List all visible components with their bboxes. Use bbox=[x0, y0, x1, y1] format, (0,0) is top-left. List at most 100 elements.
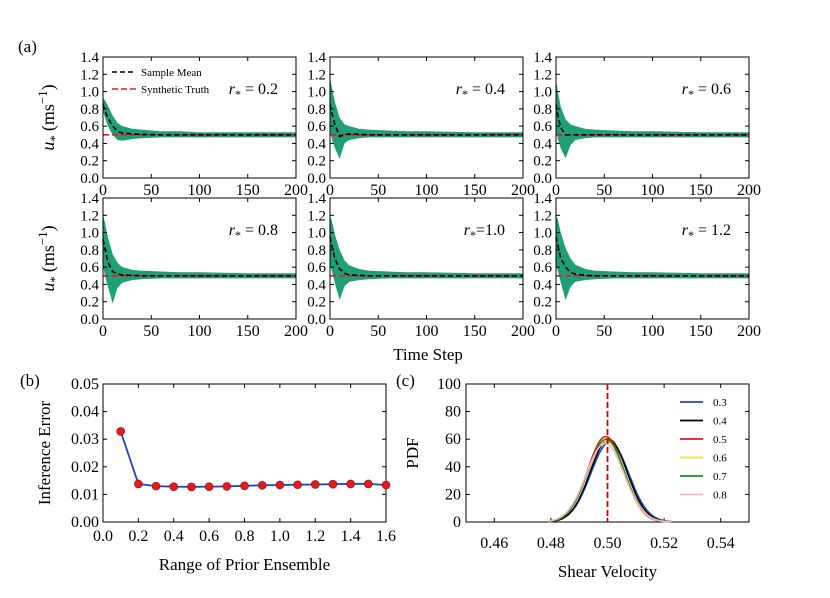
panel-label-b: (b) bbox=[20, 371, 40, 390]
y-tick-label: 0.6 bbox=[80, 119, 99, 135]
x-tick-label: 1.4 bbox=[341, 528, 361, 545]
x-tick-label: 1.2 bbox=[305, 528, 325, 545]
x-tick-label: 0 bbox=[99, 182, 107, 199]
error-point bbox=[310, 480, 320, 489]
subplot-6: 0 50 100 150 200 0.00.2 0.40.60.81.0 1.21.4 r* =… bbox=[533, 191, 761, 340]
x-tick-label: 200 bbox=[284, 182, 308, 199]
legend-label: 0.5 bbox=[713, 434, 727, 446]
x-tick-label: 100 bbox=[641, 182, 665, 199]
y-axis-label: u*(ms−1) bbox=[35, 84, 62, 150]
y-tick-label: 0.6 bbox=[80, 260, 99, 276]
panel-b-chart: 0.0 0.2 0.4 0.6 0.8 1.0 1.2 1.4 1.6 0.00 0.01 0.02 0… bbox=[35, 376, 396, 574]
x-tick-label: 1.6 bbox=[376, 528, 396, 545]
error-point bbox=[381, 480, 391, 490]
x-tick-label: 0.0 bbox=[93, 528, 113, 545]
subplot-frame bbox=[329, 197, 524, 320]
y-tick-label: 0.0 bbox=[80, 171, 99, 187]
x-tick-label: 150 bbox=[463, 182, 487, 199]
legend-label: 0.6 bbox=[713, 453, 727, 465]
x-tick-label: 0.48 bbox=[537, 535, 565, 552]
y-tick-label: 0.6 bbox=[533, 119, 552, 135]
y-tick-label: 0.0 bbox=[533, 312, 552, 328]
x-tick-label: 150 bbox=[463, 323, 487, 340]
legend-label-mean: Sample Mean bbox=[141, 67, 202, 79]
x-tick-label: 200 bbox=[511, 182, 535, 199]
y-tick-label: 80 bbox=[445, 404, 461, 421]
y-tick-label: 0.4 bbox=[80, 136, 99, 152]
legend-label: 0.7 bbox=[713, 471, 727, 483]
x-tick-label: 150 bbox=[236, 323, 260, 340]
y-tick-label: 1.2 bbox=[307, 67, 326, 83]
error-point bbox=[169, 482, 179, 491]
x-tick-label: 50 bbox=[596, 182, 612, 199]
error-point bbox=[364, 479, 373, 489]
x-tick-label: 50 bbox=[596, 323, 612, 340]
y-tick-label: 0.4 bbox=[533, 136, 552, 152]
y-tick-label: 1.2 bbox=[533, 208, 552, 224]
sample-mean-line bbox=[555, 236, 749, 277]
panel-label-a: (a) bbox=[18, 37, 37, 56]
legend-label-truth: Synthetic Truth bbox=[141, 84, 210, 96]
error-point bbox=[151, 481, 161, 491]
r-star-label: r* = 0.6 bbox=[682, 81, 731, 101]
panel-label-c: (c) bbox=[396, 371, 415, 390]
r-star-label: r* = 0.8 bbox=[229, 222, 278, 242]
y-tick-label: 0.8 bbox=[307, 243, 326, 259]
chart-frame bbox=[102, 383, 387, 523]
y-tick-label: 0.0 bbox=[307, 171, 326, 187]
subplot-frame bbox=[555, 197, 750, 320]
error-line bbox=[119, 431, 387, 488]
error-point bbox=[187, 482, 196, 492]
y-tick-label: 0.4 bbox=[307, 136, 326, 152]
x-tick-label: 100 bbox=[188, 182, 212, 199]
pdf-curve-0.4 bbox=[548, 438, 672, 523]
x-tick-label: 0.6 bbox=[199, 528, 219, 545]
subplot-5: 0 50 100 150 200 0.00.2 0.40.60.81.0 1.21.4 r*=1… bbox=[307, 191, 535, 340]
x-axis-title: Time Step bbox=[393, 345, 463, 364]
y-tick-label: 1.0 bbox=[533, 226, 552, 242]
subplot-2: 0 50 100 150 200 0.00.2 0.40.60.81.0 1.21.4 r* =… bbox=[307, 50, 535, 199]
y-tick-label: 1.4 bbox=[80, 191, 99, 207]
y-tick-label: 0.05 bbox=[71, 376, 99, 393]
x-tick-label: 0.50 bbox=[594, 535, 622, 552]
x-tick-label: 0 bbox=[326, 323, 334, 340]
sample-mean-line bbox=[555, 104, 749, 136]
error-point bbox=[116, 427, 125, 436]
legend-label: 0.3 bbox=[713, 397, 727, 409]
x-tick-label: 0.8 bbox=[235, 528, 255, 545]
x-tick-label: 0.4 bbox=[164, 528, 184, 545]
x-tick-label: 0.54 bbox=[707, 535, 735, 552]
x-tick-label: 150 bbox=[689, 182, 713, 199]
pdf-curve-0.7 bbox=[548, 438, 672, 523]
x-tick-label: 0 bbox=[99, 323, 107, 340]
sample-mean-line bbox=[102, 239, 296, 277]
y-tick-label: 0.2 bbox=[307, 295, 326, 311]
error-point bbox=[257, 480, 267, 490]
y-tick-label: 1.4 bbox=[307, 50, 326, 66]
y-tick-label: 1.0 bbox=[80, 226, 99, 242]
y-tick-label: 0.8 bbox=[533, 102, 552, 118]
panel-c-chart: 0.46 0.48 0.50 0.52 0.54 0 20 40 60 80 100 0.3 0.4 0.… bbox=[403, 376, 750, 581]
x-tick-label: 0 bbox=[326, 182, 334, 199]
y-tick-label: 0.4 bbox=[533, 277, 552, 293]
r-star-label: r* = 0.2 bbox=[229, 81, 278, 101]
y-tick-label: 0.0 bbox=[533, 171, 552, 187]
x-tick-label: 200 bbox=[737, 323, 761, 340]
y-tick-label: 0.6 bbox=[533, 260, 552, 276]
x-tick-label: 100 bbox=[415, 182, 439, 199]
legend-a: Sample Mean Synthetic Truth bbox=[112, 67, 210, 96]
x-axis-title: Shear Velocity bbox=[558, 562, 658, 581]
pdf-curve-0.3 bbox=[548, 441, 672, 523]
y-tick-label: 0.2 bbox=[533, 154, 552, 170]
y-tick-label: 1.2 bbox=[80, 208, 99, 224]
y-tick-label: 1.2 bbox=[80, 67, 99, 83]
y-tick-label: 0.00 bbox=[71, 514, 99, 531]
x-tick-label: 1.0 bbox=[270, 528, 290, 545]
y-tick-label: 1.0 bbox=[307, 85, 326, 101]
y-tick-label: 0.2 bbox=[80, 154, 99, 170]
subplot-frame bbox=[555, 56, 750, 179]
x-tick-label: 50 bbox=[143, 323, 159, 340]
y-tick-label: 1.4 bbox=[533, 50, 552, 66]
y-tick-label: 0.2 bbox=[80, 295, 99, 311]
